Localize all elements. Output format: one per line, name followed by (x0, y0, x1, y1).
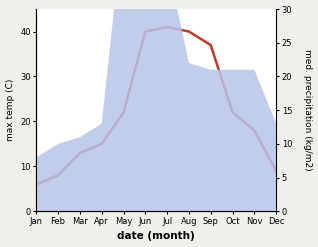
X-axis label: date (month): date (month) (117, 231, 195, 242)
Y-axis label: max temp (C): max temp (C) (5, 79, 15, 141)
Y-axis label: med. precipitation (kg/m2): med. precipitation (kg/m2) (303, 49, 313, 171)
